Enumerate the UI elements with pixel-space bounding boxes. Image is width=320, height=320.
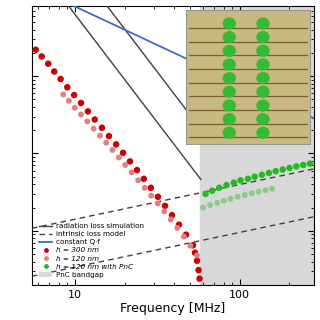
Point — [78, 100, 84, 106]
Point — [97, 133, 102, 138]
Point — [123, 163, 128, 168]
Point — [190, 243, 196, 248]
Point — [148, 185, 153, 190]
Circle shape — [257, 32, 269, 43]
X-axis label: Frequency [MHz]: Frequency [MHz] — [120, 302, 225, 316]
Point — [136, 178, 141, 183]
Point — [121, 150, 126, 156]
Point — [188, 243, 193, 248]
Point — [196, 268, 201, 273]
Circle shape — [223, 73, 235, 84]
Point — [215, 200, 220, 205]
Circle shape — [223, 100, 235, 111]
Circle shape — [223, 45, 235, 56]
Point — [85, 119, 90, 124]
Point — [280, 167, 285, 172]
Point — [107, 133, 112, 139]
Point — [252, 174, 257, 179]
Point — [273, 169, 278, 174]
Point — [91, 126, 96, 131]
Point — [162, 209, 167, 214]
Point — [114, 142, 119, 147]
Point — [175, 225, 180, 230]
Point — [245, 176, 251, 181]
Bar — [200, 6, 320, 285]
Point — [192, 250, 197, 255]
Point — [217, 185, 222, 190]
Point — [163, 203, 168, 208]
Legend: radiation loss simulation, intrinsic loss model, constant Q·f, h = 300 nm, h = 1: radiation loss simulation, intrinsic los… — [38, 222, 145, 278]
Point — [155, 201, 160, 206]
Circle shape — [257, 114, 269, 124]
Point — [104, 140, 109, 145]
Point — [259, 172, 264, 177]
Point — [203, 191, 208, 196]
Point — [72, 92, 77, 98]
Circle shape — [257, 59, 269, 70]
Point — [249, 191, 254, 196]
Point — [129, 170, 134, 175]
Point — [210, 188, 215, 193]
Point — [256, 189, 261, 194]
Point — [134, 167, 140, 172]
Point — [266, 170, 271, 175]
Point — [85, 109, 91, 114]
Point — [263, 188, 268, 193]
Circle shape — [257, 18, 269, 29]
Point — [58, 76, 63, 82]
Point — [110, 148, 115, 153]
Point — [224, 182, 229, 188]
Point — [235, 194, 240, 199]
Point — [46, 61, 51, 66]
Point — [100, 125, 105, 130]
Point — [207, 203, 212, 208]
Point — [195, 258, 200, 263]
Point — [231, 180, 236, 185]
Point — [269, 186, 275, 191]
Point — [183, 232, 188, 237]
Circle shape — [257, 100, 269, 111]
Point — [78, 112, 84, 117]
Circle shape — [223, 127, 235, 138]
Circle shape — [257, 86, 269, 97]
Point — [201, 205, 206, 210]
Point — [127, 159, 132, 164]
Point — [221, 198, 226, 203]
Point — [168, 217, 173, 222]
Point — [181, 234, 187, 239]
Circle shape — [223, 59, 235, 70]
Point — [308, 161, 313, 166]
Point — [238, 178, 243, 183]
Point — [195, 253, 200, 258]
Point — [169, 213, 174, 218]
Point — [65, 85, 70, 90]
Point — [242, 192, 247, 197]
Point — [116, 155, 122, 160]
Circle shape — [257, 127, 269, 138]
Point — [148, 193, 154, 198]
Point — [66, 98, 71, 103]
Circle shape — [223, 32, 235, 43]
Point — [33, 47, 38, 52]
Point — [287, 165, 292, 171]
Circle shape — [223, 86, 235, 97]
Point — [39, 54, 44, 59]
Point — [156, 194, 161, 199]
Point — [141, 176, 147, 181]
Point — [197, 276, 202, 281]
Point — [142, 185, 147, 190]
Circle shape — [257, 45, 269, 56]
Point — [52, 69, 57, 74]
Circle shape — [257, 73, 269, 84]
Point — [294, 164, 299, 169]
Point — [72, 105, 77, 110]
Circle shape — [223, 18, 235, 29]
Point — [60, 92, 66, 97]
Point — [228, 196, 233, 201]
Point — [300, 163, 306, 168]
Circle shape — [223, 114, 235, 124]
Point — [176, 222, 181, 227]
Point — [92, 117, 97, 122]
